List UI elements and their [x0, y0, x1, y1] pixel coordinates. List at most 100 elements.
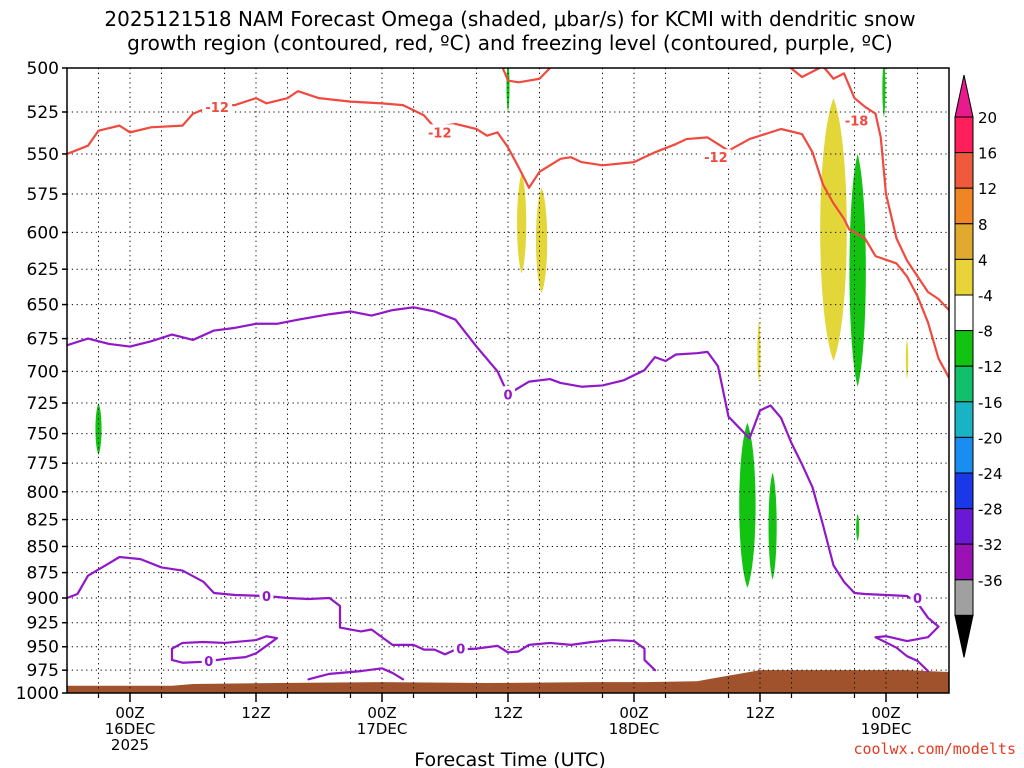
- y-tick-label-750: 750: [27, 425, 59, 445]
- y-tick-label-725: 725: [27, 394, 59, 414]
- colorbar-label-6: -8: [978, 323, 993, 341]
- colorbar-label-11: -28: [978, 501, 1003, 519]
- omega-shade-0: [517, 173, 527, 274]
- contour-line-0: [67, 90, 949, 380]
- contour-label-bg-3-1: [259, 587, 274, 604]
- y-axis: 500 525 550 575 600 625 650 675 700 725 750 775 800 8…: [16, 59, 67, 704]
- contour-line-4: [67, 555, 657, 672]
- contour-label-3-0: 0: [503, 388, 512, 403]
- contour-label-3-1: 0: [262, 590, 271, 605]
- colorbar-label-4: 4: [978, 251, 988, 269]
- colorbar-top-arrow: [954, 74, 974, 118]
- x-tick-label-0-2: 2025: [111, 736, 149, 754]
- credit-text: coolwx.com/modelts: [853, 740, 1016, 758]
- y-tick-label-875: 875: [27, 564, 59, 584]
- contour-line-2: [789, 68, 949, 312]
- chart-title-line2: growth region (contoured, red, ºC) and f…: [127, 31, 893, 55]
- contour-label-bg-0-1: [424, 124, 455, 141]
- colorbar-swatch-1: [954, 152, 974, 189]
- colorbar-swatch-0: [954, 116, 974, 154]
- colorbar-swatch-5: [954, 294, 974, 332]
- colorbar-label-12: -32: [978, 536, 1003, 554]
- x-tick-label-6-1: 19DEC: [861, 720, 912, 738]
- y-tick-label-975: 975: [27, 661, 59, 681]
- x-tick-label-0-1: 16DEC: [105, 720, 156, 738]
- omega-shade-11: [856, 514, 860, 542]
- colorbar-swatch-13: [954, 579, 974, 616]
- contour-label-0-0: -12: [205, 101, 229, 116]
- x-tick-label-2-0: 00Z: [367, 704, 396, 722]
- terrain-fill: [67, 670, 960, 693]
- colorbar-swatch-12: [954, 543, 974, 581]
- contour-label-layer: -12 -12 -12 -18 0 0 0 0 0: [201, 98, 925, 670]
- colorbar-swatch-10: [954, 472, 974, 510]
- contour-line-3: [67, 306, 940, 673]
- x-tick-label-4-0: 00Z: [619, 704, 648, 722]
- y-tick-label-825: 825: [27, 511, 59, 531]
- omega-shade-4: [905, 339, 909, 380]
- colorbar-swatch-11: [954, 508, 974, 545]
- colorbar: 20 16 12 8 4 -4 -8 -12 -16 -20 -24 -28 -32 -36: [954, 74, 1003, 658]
- y-tick-label-800: 800: [27, 483, 59, 503]
- y-tick-label-500: 500: [27, 59, 59, 79]
- x-tick-label-4-1: 18DEC: [609, 720, 660, 738]
- x-tick-label-5-0: 12Z: [745, 704, 774, 722]
- y-tick-label-925: 925: [27, 614, 59, 634]
- y-tick-label-950: 950: [27, 638, 59, 658]
- x-tick-label-6-0: 00Z: [871, 704, 900, 722]
- colorbar-label-1: 16: [978, 145, 997, 163]
- contour-label-bg-0-2: [700, 149, 731, 166]
- terrain-layer: [67, 670, 960, 693]
- contour-line-6: [307, 667, 405, 681]
- contour-label-3-2: 0: [204, 655, 213, 670]
- omega-shade-1: [535, 187, 548, 294]
- colorbar-label-7: -12: [978, 358, 1003, 376]
- y-tick-label-550: 550: [27, 145, 59, 165]
- colorbar-label-5: -4: [978, 287, 993, 305]
- y-tick-label-625: 625: [27, 260, 59, 280]
- contour-label-bg-3-2: [201, 652, 216, 669]
- x-tick-label-1-0: 12Z: [241, 704, 270, 722]
- colorbar-label-9: -20: [978, 429, 1003, 447]
- y-tick-label-600: 600: [27, 223, 59, 243]
- x-tick-label-0-0: 00Z: [115, 704, 144, 722]
- omega-shade-2: [820, 98, 847, 362]
- contour-label-0-2: -12: [704, 151, 728, 166]
- y-tick-label-1000: 1000: [16, 684, 59, 704]
- x-tick-label-3-0: 12Z: [493, 704, 522, 722]
- colorbar-label-2: 12: [978, 180, 997, 198]
- omega-shade-7: [882, 68, 886, 118]
- y-tick-label-675: 675: [27, 330, 59, 350]
- contour-label-bg-3-4: [910, 589, 925, 606]
- colorbar-swatch-6: [954, 330, 974, 367]
- colorbar-label-0: 20: [978, 109, 997, 127]
- y-tick-label-775: 775: [27, 454, 59, 474]
- y-tick-label-700: 700: [27, 362, 59, 382]
- colorbar-swatch-2: [954, 187, 974, 225]
- colorbar-label-13: -36: [978, 572, 1003, 590]
- x-axis-title: Forecast Time (UTC): [414, 749, 605, 768]
- contour-label-3-3: 0: [456, 643, 465, 658]
- omega-shade-5: [849, 153, 866, 387]
- omega-shading-layer: [95, 68, 909, 588]
- colorbar-swatch-4: [954, 258, 974, 296]
- contour-line-1: [501, 68, 552, 84]
- colorbar-label-8: -16: [978, 394, 1003, 412]
- grid-layer: [67, 68, 949, 693]
- contour-label-bg-3-0: [501, 386, 515, 403]
- contour-label-bg-0-0: [202, 98, 233, 115]
- y-tick-label-525: 525: [27, 103, 59, 123]
- colorbar-swatch-8: [954, 401, 974, 438]
- contour-label-2-0: -18: [845, 115, 869, 130]
- y-tick-label-850: 850: [27, 537, 59, 557]
- colorbar-bottom-arrow: [954, 614, 974, 658]
- contour-label-bg-2-0: [841, 112, 872, 129]
- contour-label-0-1: -12: [428, 126, 452, 141]
- chart-title-line1: 2025121518 NAM Forecast Omega (shaded, μ…: [104, 7, 915, 31]
- colorbar-swatch-3: [954, 223, 974, 260]
- colorbar-swatch-9: [954, 436, 974, 474]
- y-tick-label-650: 650: [27, 296, 59, 316]
- omega-shade-9: [739, 422, 756, 588]
